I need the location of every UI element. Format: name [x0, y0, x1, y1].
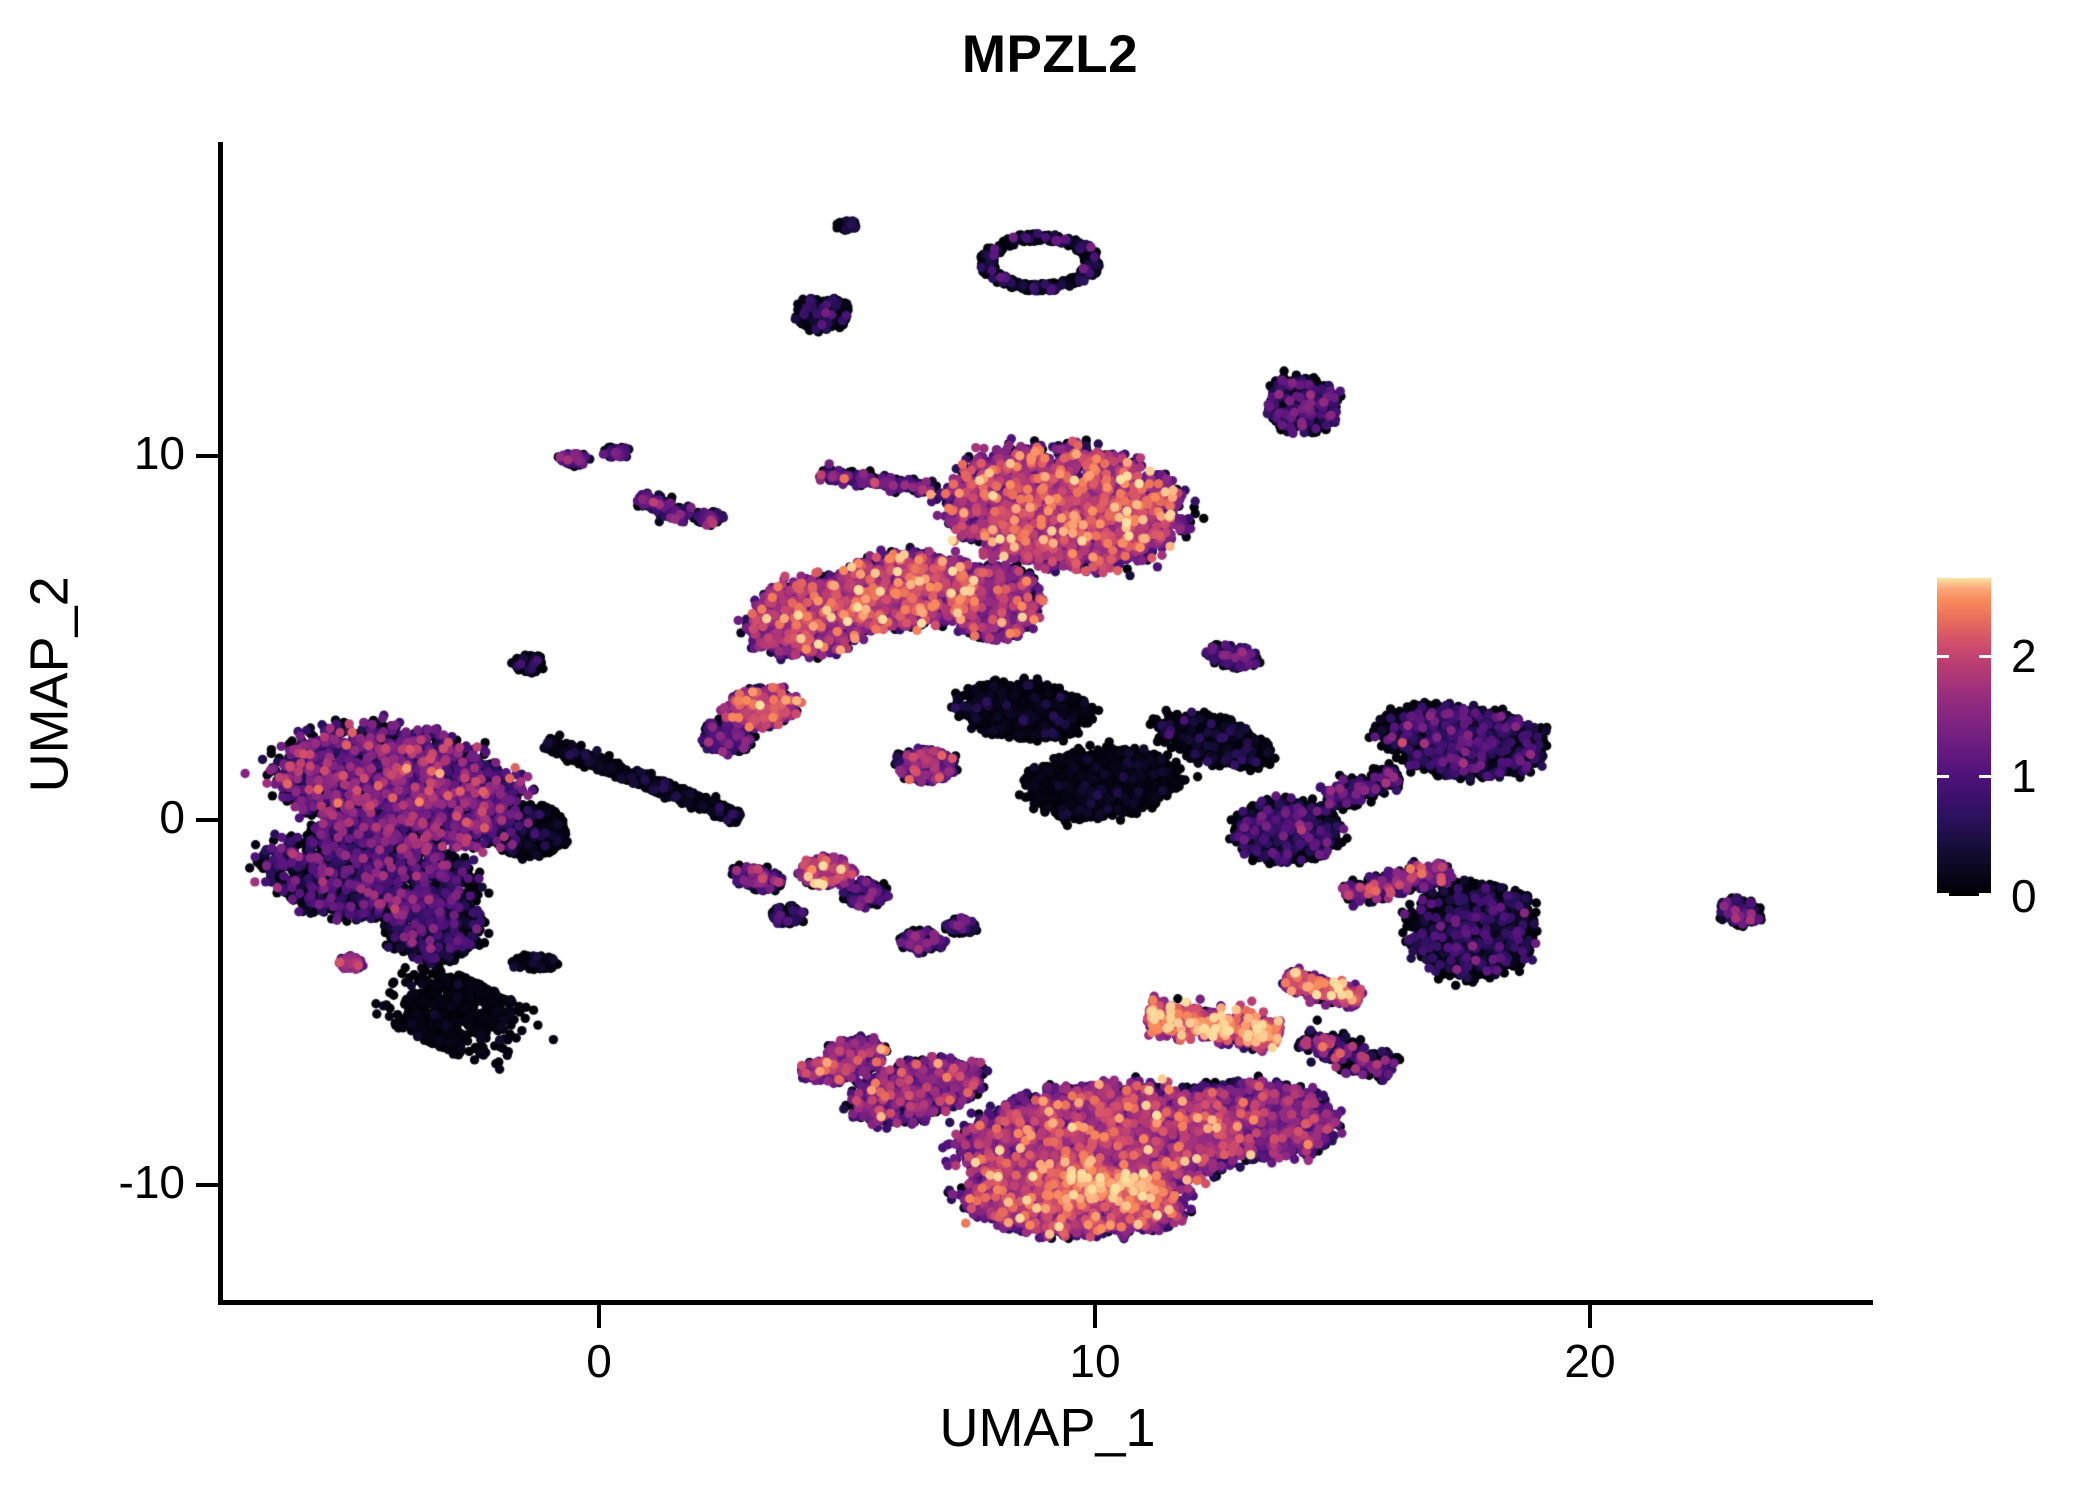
colorbar-legend: 2 1 0 [1937, 578, 2037, 919]
y-axis-tick-0 [196, 818, 220, 822]
x-axis-tick-0 [597, 1305, 601, 1328]
y-axis-line [218, 142, 223, 1305]
scatter-plot-panel [222, 142, 1873, 1302]
colorbar-gradient [1937, 578, 1991, 896]
y-axis-ticklabel-0: 0 [159, 791, 185, 843]
colorbar-tick-2-left [1937, 655, 1949, 658]
y-axis-tick-neg10 [196, 1183, 220, 1187]
x-axis-ticklabel-0: 0 [586, 1335, 612, 1387]
x-axis-title: UMAP_1 [939, 1398, 1156, 1458]
y-axis-ticklabel-10: 10 [133, 427, 185, 479]
umap-scatter-canvas [222, 142, 1873, 1302]
y-axis-title: UMAP_2 [19, 576, 80, 793]
y-axis-tick-10 [196, 454, 220, 458]
x-axis-tick-10 [1093, 1305, 1097, 1328]
x-axis-ticklabel-10: 10 [1069, 1335, 1121, 1387]
colorbar-label-0: 0 [2011, 870, 2037, 922]
colorbar-label-2: 2 [2011, 630, 2037, 682]
colorbar-tick-1-left [1937, 775, 1949, 778]
colorbar-tick-2-right [1979, 655, 1991, 658]
x-axis-line [218, 1300, 1873, 1305]
page-title: MPZL2 [961, 25, 1139, 84]
colorbar-label-1: 1 [2011, 750, 2037, 802]
colorbar-tick-1-right [1979, 775, 1991, 778]
colorbar-tick-0-right [1979, 893, 1991, 896]
y-axis-ticklabel-neg10: -10 [118, 1156, 185, 1208]
x-axis-ticklabel-20: 20 [1564, 1335, 1616, 1387]
x-axis-tick-20 [1588, 1305, 1592, 1328]
colorbar-tick-0-left [1937, 893, 1949, 896]
